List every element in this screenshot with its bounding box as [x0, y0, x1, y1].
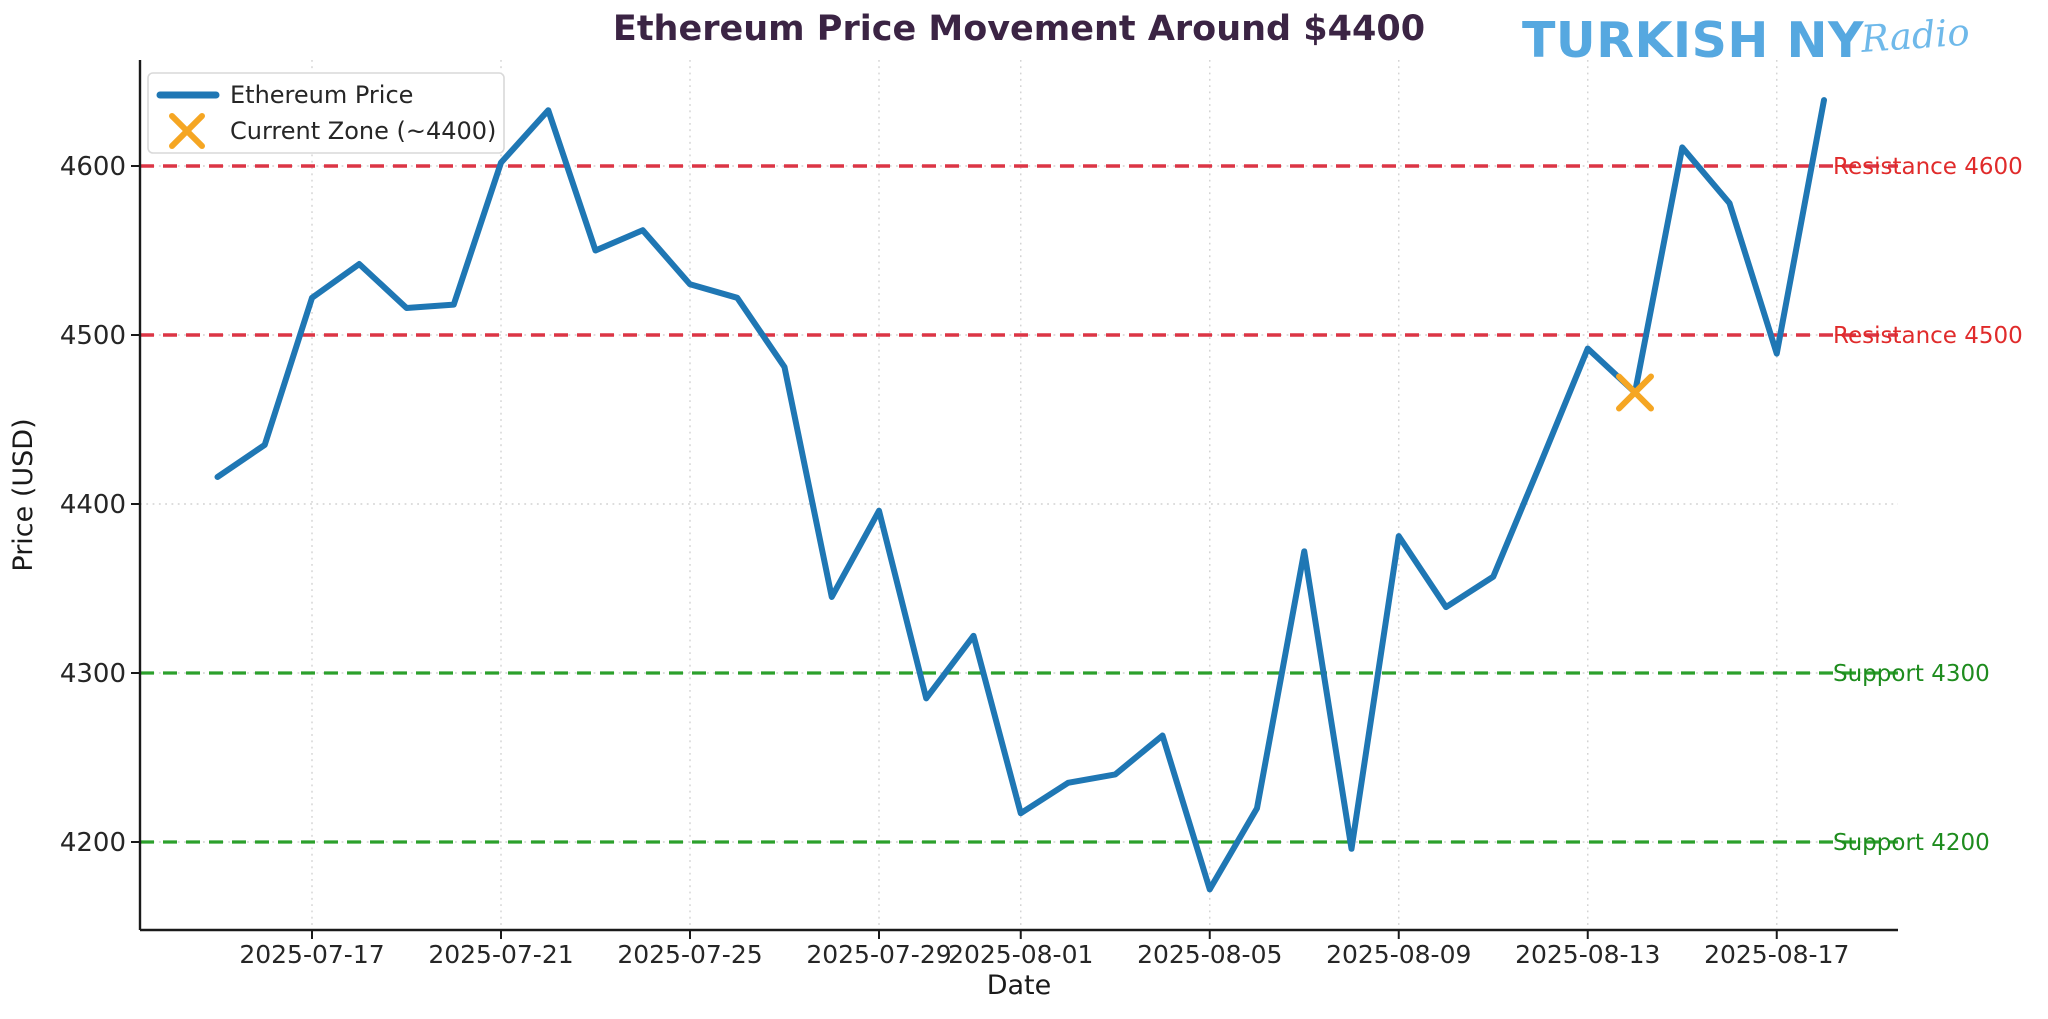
brand-logo-suffix: Radio	[1859, 11, 1971, 62]
x-tick-label: 2025-08-17	[1704, 940, 1849, 969]
x-tick-label: 2025-08-13	[1515, 940, 1660, 969]
price-line-series	[214, 97, 1827, 893]
legend-x-swatch	[169, 113, 205, 149]
y-tick-label: 4300	[60, 659, 126, 689]
support-label: Support 4200	[1833, 830, 1990, 856]
support-resistance-lines	[140, 164, 1898, 844]
x-tick-label: 2025-07-29	[806, 940, 951, 969]
x-tick-label: 2025-07-21	[428, 940, 573, 969]
x-tick-label: 2025-08-05	[1137, 940, 1282, 969]
legend: Ethereum Price Current Zone (~4400)	[147, 72, 505, 154]
legend-label: Current Zone (~4400)	[230, 117, 496, 145]
legend-label: Ethereum Price	[230, 81, 413, 109]
resistance-label: Resistance 4600	[1833, 154, 2023, 180]
x-tick-label: 2025-08-09	[1326, 940, 1471, 969]
current-zone-x-stroke	[1616, 373, 1654, 412]
x-tick-label: 2025-07-17	[239, 940, 384, 969]
current-zone-x-marker	[1616, 373, 1654, 412]
brand-logo-text: TURKISH NY	[1522, 12, 1864, 69]
y-tick-label: 4400	[60, 490, 126, 520]
ethereum-price-line	[214, 97, 1827, 893]
page-title: Ethereum Price Movement Around $4400	[613, 9, 1425, 49]
axes-spines-ticks: 2025-07-17 2025-07-21 2025-07-25 2025-07-29…	[60, 60, 1898, 969]
support-label: Support 4300	[1833, 661, 1990, 687]
x-axis-label: Date	[987, 970, 1052, 1001]
y-axis-label: Price (USD)	[8, 418, 39, 571]
resistance-label: Resistance 4500	[1833, 323, 2023, 349]
y-tick-label: 4500	[60, 321, 126, 351]
y-tick-label: 4200	[60, 828, 126, 858]
x-tick-label: 2025-07-25	[617, 940, 762, 969]
y-tick-label: 4600	[60, 152, 126, 182]
x-tick-label: 2025-08-01	[948, 940, 1093, 969]
legend-box	[147, 72, 505, 154]
gridlines	[140, 60, 1898, 930]
support-resistance-labels: Resistance 4600 Resistance 4500 Support 43…	[1833, 154, 2023, 856]
